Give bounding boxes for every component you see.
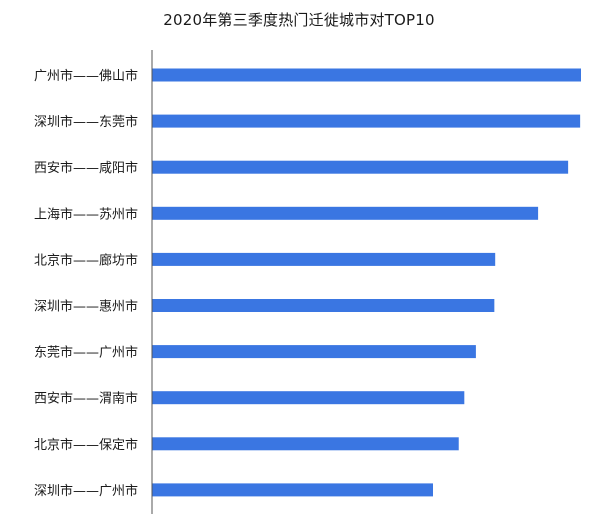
bar: [152, 391, 465, 405]
category-label: 上海市——苏州市: [34, 206, 138, 222]
category-label: 北京市——廊坊市: [34, 252, 138, 268]
bar: [152, 252, 496, 266]
bar: [152, 160, 569, 174]
bar: [152, 206, 539, 220]
bar: [152, 483, 433, 497]
category-label: 深圳市——东莞市: [34, 114, 138, 130]
category-label: 深圳市——惠州市: [34, 299, 138, 315]
bar: [152, 114, 581, 128]
category-label: 西安市——渭南市: [34, 391, 138, 407]
category-label: 东莞市——广州市: [34, 345, 138, 361]
category-label: 北京市——保定市: [34, 437, 138, 453]
category-label: 西安市——咸阳市: [34, 160, 138, 176]
bar: [152, 68, 581, 82]
bar: [152, 437, 459, 451]
bar: [152, 345, 476, 359]
category-label: 广州市——佛山市: [34, 68, 138, 84]
bar: [152, 299, 495, 312]
category-label: 深圳市——广州市: [34, 483, 138, 499]
chart-title: 2020年第三季度热门迁徙城市对TOP10: [163, 11, 435, 29]
